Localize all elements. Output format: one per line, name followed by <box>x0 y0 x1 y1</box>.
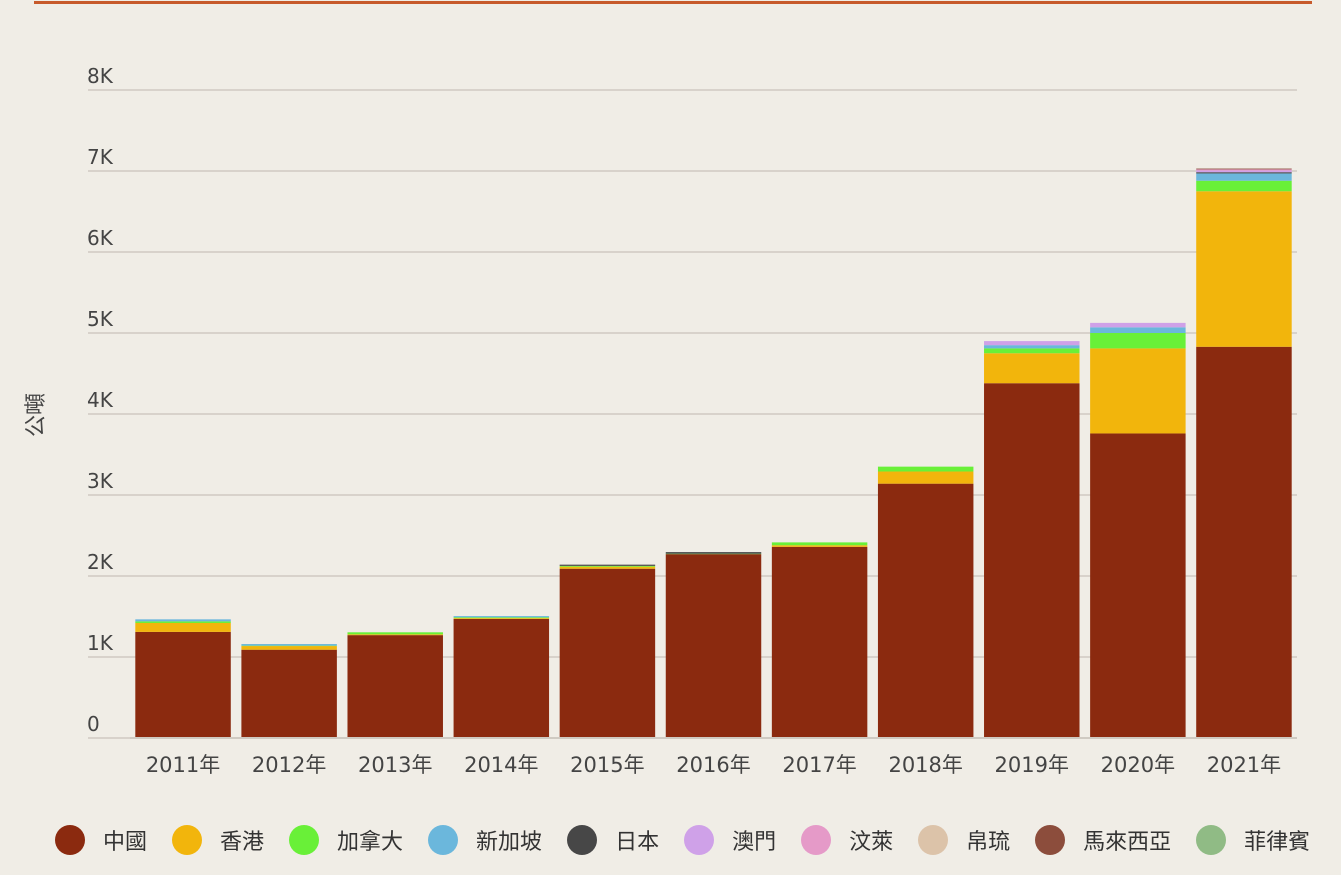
legend-swatch <box>172 825 203 855</box>
y-axis-title: 公噸 <box>24 393 49 437</box>
bar-segment <box>241 644 337 646</box>
legend-item[interactable]: 新加坡 <box>428 824 542 856</box>
bar-segment <box>135 631 231 738</box>
y-tick-label: 7K <box>87 145 114 169</box>
bar-segment <box>877 483 974 738</box>
bar-segment <box>453 618 550 738</box>
bar-segment <box>135 621 231 623</box>
legend-swatch <box>1035 825 1066 855</box>
stacked-bar-chart: 0 1K 2K 3K 4K 5K 6K 7K 8K 公噸 2011年 2012年 2013年 2014年 2… <box>24 64 1297 777</box>
bar-segment <box>241 646 337 650</box>
legend-label: 澳門 <box>732 830 777 855</box>
bar-segment <box>1196 173 1292 181</box>
y-tick-label: 5K <box>87 307 114 331</box>
x-tick-label: 2021年 <box>1207 753 1281 777</box>
y-tick-label: 1K <box>87 631 114 655</box>
bar-segment <box>559 564 656 566</box>
y-tick-label: 2K <box>87 550 114 574</box>
legend-label: 汶萊 <box>849 830 894 855</box>
x-tick-label: 2017年 <box>782 753 856 777</box>
y-tick-label: 6K <box>87 226 114 250</box>
legend-label: 加拿大 <box>337 830 404 855</box>
x-tick-label: 2020年 <box>1101 753 1175 777</box>
legend-swatch <box>918 825 949 855</box>
bar-segment <box>1196 169 1292 171</box>
bar-segment <box>877 471 974 484</box>
bar-segment <box>984 341 1080 346</box>
x-tick-label: 2015年 <box>570 753 644 777</box>
y-tick-label: 4K <box>87 388 114 412</box>
bar-segment <box>1090 348 1186 434</box>
y-tick-label: 8K <box>87 64 114 88</box>
bar-segment <box>771 546 868 738</box>
legend-label: 新加坡 <box>476 830 543 855</box>
bar-segment <box>1196 346 1292 738</box>
bar-segment <box>559 565 656 567</box>
bar-segment <box>1196 180 1292 192</box>
legend-item[interactable]: 帛琉 <box>918 824 1010 856</box>
legend-swatch <box>289 825 320 855</box>
legend-label: 馬來西亞 <box>1083 830 1172 855</box>
bar-segment <box>135 622 231 632</box>
x-tick-label: 2016年 <box>676 753 750 777</box>
legend-item[interactable]: 日本 <box>567 824 659 856</box>
bar-segment <box>984 383 1080 738</box>
y-tick-label: 0 <box>87 712 100 736</box>
bar-segment <box>1090 433 1186 738</box>
x-tick-label: 2019年 <box>995 753 1069 777</box>
legend-item[interactable]: 中國 <box>55 824 147 856</box>
bar-segment <box>1090 322 1186 328</box>
legend-item[interactable]: 加拿大 <box>289 824 403 856</box>
x-tick-label: 2012年 <box>252 753 326 777</box>
bar-segment <box>347 635 443 738</box>
legend-item[interactable]: 菲律賓 <box>1196 824 1310 856</box>
bar-segment <box>1196 172 1292 174</box>
bar-segment <box>1196 191 1292 347</box>
legend-swatch <box>55 825 85 855</box>
bar-segment <box>1196 168 1292 170</box>
bar-segment <box>453 618 550 619</box>
x-tick-label: 2011年 <box>146 753 220 777</box>
bar-segment <box>135 619 231 622</box>
legend-label: 中國 <box>103 830 148 855</box>
bar-segment <box>771 542 868 546</box>
bar-segment <box>665 554 762 738</box>
legend-item[interactable]: 澳門 <box>684 824 776 856</box>
legend-swatch <box>684 825 715 855</box>
legend-swatch <box>801 825 832 855</box>
bar-segment <box>1090 327 1186 333</box>
x-tick-label: 2018年 <box>888 753 962 777</box>
x-tick-label: 2013年 <box>358 753 432 777</box>
bar-segment <box>984 353 1080 384</box>
legend-swatch <box>567 825 598 855</box>
legend-item[interactable]: 香港 <box>172 824 264 856</box>
top-rule <box>34 1 1312 4</box>
x-tick-label: 2014年 <box>464 753 538 777</box>
bar-segment <box>771 545 868 547</box>
legend-label: 日本 <box>615 830 660 855</box>
bar-segment <box>665 552 762 554</box>
bar-segment <box>1090 333 1186 349</box>
legend-swatch <box>1196 825 1227 855</box>
bar-segment <box>347 634 443 636</box>
chart-legend: 中國 香港 加拿大 新加坡 日本 澳門 汶萊 帛琉 馬來西亞 菲律賓 <box>55 820 1335 860</box>
legend-label: 帛琉 <box>966 830 1011 855</box>
bar-segment <box>984 345 1080 349</box>
legend-label: 菲律賓 <box>1244 830 1311 855</box>
bar-segment <box>1196 170 1292 173</box>
y-tick-label: 3K <box>87 469 114 493</box>
bar-segment <box>453 616 550 618</box>
bar-segment <box>559 566 656 569</box>
bar-segment <box>453 617 550 619</box>
bar-segment <box>559 568 656 738</box>
legend-item[interactable]: 汶萊 <box>801 824 893 856</box>
bar-segment <box>347 632 443 635</box>
bar-segment <box>241 649 337 738</box>
legend-item[interactable]: 馬來西亞 <box>1035 824 1171 856</box>
legend-swatch <box>428 825 459 855</box>
bar-segment <box>877 466 974 472</box>
bar-segment <box>984 348 1080 354</box>
legend-label: 香港 <box>220 830 265 855</box>
